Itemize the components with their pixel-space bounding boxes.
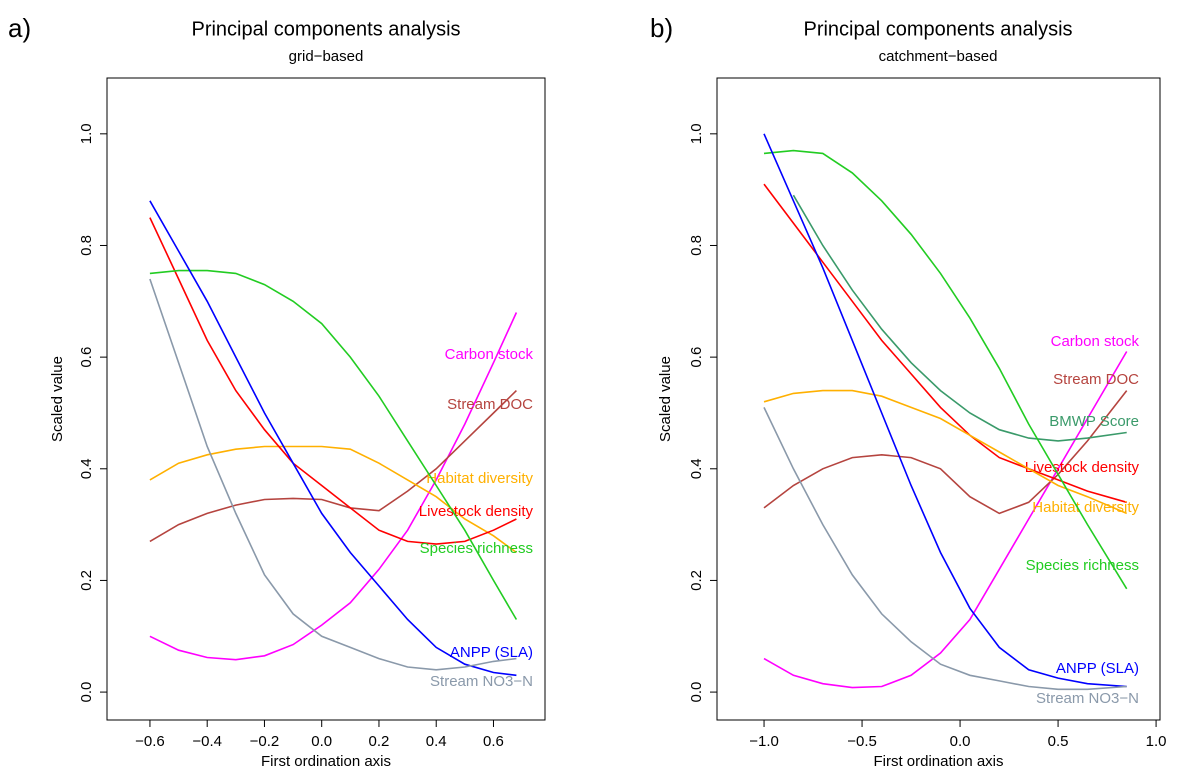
series-line <box>763 183 1127 504</box>
chart-subtitle: catchment−based <box>879 48 998 65</box>
series-line <box>792 194 1127 442</box>
series-label: Livestock density <box>419 503 534 520</box>
x-tick-label: −0.6 <box>135 733 165 750</box>
series-line <box>149 217 517 545</box>
y-tick-label: 0.6 <box>78 347 95 368</box>
y-tick-label: 1.0 <box>688 123 705 144</box>
x-tick-label: 0.5 <box>1048 733 1069 750</box>
x-tick-label: 0.0 <box>950 733 971 750</box>
chart-title: Principal components analysis <box>191 18 460 40</box>
x-tick-label: 0.4 <box>426 733 447 750</box>
series-line <box>149 278 517 671</box>
panel-letter: b) <box>650 13 673 43</box>
x-tick-label: −0.2 <box>250 733 280 750</box>
x-tick-label: 0.6 <box>483 733 504 750</box>
y-axis-label: Scaled value <box>657 356 674 442</box>
plot-frame <box>716 77 1161 721</box>
x-tick-label: 0.0 <box>311 733 332 750</box>
y-tick-label: 0.2 <box>78 570 95 591</box>
series-label: Habitat diversity <box>426 470 533 487</box>
series-label: Species richness <box>1026 557 1139 574</box>
series-label: Species richness <box>420 540 533 557</box>
series-line <box>763 407 1127 691</box>
y-tick-label: 0.4 <box>78 458 95 479</box>
chart-subtitle: grid−based <box>289 48 364 65</box>
chart-title: Principal components analysis <box>803 18 1072 40</box>
series-line <box>763 133 1127 688</box>
series-line <box>149 390 517 543</box>
series-line <box>149 312 518 661</box>
series-label: Stream DOC <box>447 396 533 413</box>
series-line <box>149 200 517 677</box>
series-line <box>763 149 1128 590</box>
y-tick-label: 0.6 <box>688 347 705 368</box>
y-tick-label: 0.4 <box>688 458 705 479</box>
y-tick-label: 0.2 <box>688 570 705 591</box>
series-label: Carbon stock <box>445 346 534 363</box>
y-tick-label: 1.0 <box>78 123 95 144</box>
series-label: Livestock density <box>1025 459 1140 476</box>
series-label: ANPP (SLA) <box>1056 660 1139 677</box>
x-axis-label: First ordination axis <box>873 753 1003 770</box>
x-tick-label: 0.2 <box>369 733 390 750</box>
y-tick-label: 0.0 <box>688 682 705 703</box>
series-label: Habitat diversity <box>1032 499 1139 516</box>
series-line <box>149 445 517 554</box>
series-line <box>763 351 1128 689</box>
series-label: Stream DOC <box>1053 371 1139 388</box>
series-label: Stream NO3−N <box>1036 690 1139 707</box>
y-tick-label: 0.0 <box>78 682 95 703</box>
series-label: BMWP Score <box>1049 413 1139 430</box>
x-tick-label: −0.4 <box>192 733 222 750</box>
y-axis-label: Scaled value <box>49 356 66 442</box>
series-line <box>763 390 1128 515</box>
x-tick-label: 1.0 <box>1146 733 1167 750</box>
series-line <box>149 269 518 620</box>
panel-letter: a) <box>8 13 31 43</box>
series-label: ANPP (SLA) <box>450 644 533 661</box>
series-label: Carbon stock <box>1051 333 1140 350</box>
x-axis-label: First ordination axis <box>261 753 391 770</box>
series-label: Stream NO3−N <box>430 673 533 690</box>
x-tick-label: −0.5 <box>847 733 877 750</box>
y-tick-label: 0.8 <box>78 235 95 256</box>
y-tick-label: 0.8 <box>688 235 705 256</box>
x-tick-label: −1.0 <box>749 733 779 750</box>
series-line <box>763 389 1128 515</box>
